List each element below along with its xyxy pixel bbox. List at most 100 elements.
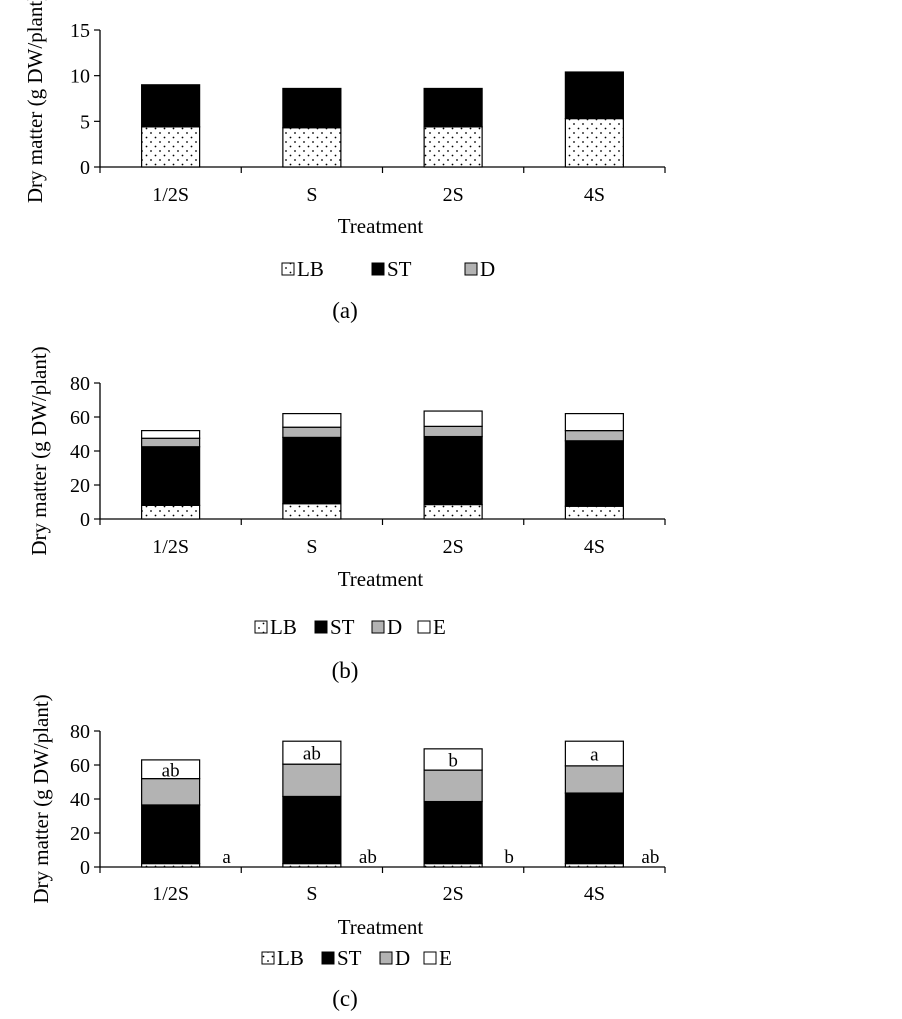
y-tick-label: 0 xyxy=(80,857,90,879)
legend-swatch-d xyxy=(379,951,393,965)
bar-segment-e-4S xyxy=(564,740,624,767)
legend-label-d: D xyxy=(395,946,410,970)
annotation-letter-side: a xyxy=(222,847,231,868)
bar-segment-e-S xyxy=(282,740,342,765)
y-axis-title: Dry matter (g DW/plant) xyxy=(23,0,47,203)
x-tick-label: 1/2S xyxy=(152,536,189,558)
bar-segment-e-1/2S xyxy=(141,430,201,439)
legend-swatch-st xyxy=(371,262,385,276)
legend-swatch-lb xyxy=(281,262,295,276)
y-tick-label: 15 xyxy=(70,20,90,42)
panel-2: 0 20 40 60 80 1/2S S 2S 4S Treatment Dry matter (g… xyxy=(27,346,666,683)
bar-segment-lb-1/2S xyxy=(141,126,201,168)
annotation-letter-side: b xyxy=(504,847,514,868)
bar-segment-st-1/2S xyxy=(141,84,201,128)
bar-segment-lb-2S xyxy=(423,126,483,168)
bar-segment-d-1/2S xyxy=(141,777,201,806)
bar-segment-st-2S xyxy=(423,87,483,128)
bar-segment-st-S xyxy=(282,436,342,505)
panel-label: (b) xyxy=(332,658,359,683)
x-axis-title: Treatment xyxy=(338,567,424,591)
y-tick-label: 40 xyxy=(70,789,90,811)
bar-segment-st-2S xyxy=(423,435,483,506)
x-tick-label: 1/2S xyxy=(152,883,189,905)
legend-swatch-lb xyxy=(261,951,275,965)
legend-swatch-e xyxy=(417,620,431,634)
bar-segment-e-2S xyxy=(423,410,483,427)
bar-segment-d-1/2S xyxy=(141,437,201,448)
bar-segment-lb-S xyxy=(282,503,342,520)
x-axis-title: Treatment xyxy=(338,214,424,238)
legend-label-lb: LB xyxy=(277,946,304,970)
x-tick-label: S xyxy=(306,883,317,905)
bar-segment-e-4S xyxy=(564,413,624,432)
y-axis-title: Dry matter (g DW/plant) xyxy=(29,694,53,903)
y-tick-label: 80 xyxy=(70,373,90,395)
y-tick-label: 80 xyxy=(70,721,90,743)
bar-segment-d-2S xyxy=(423,769,483,803)
legend-label-st: ST xyxy=(337,946,362,970)
annotation-letter-top: ab xyxy=(162,760,180,781)
y-tick-label: 10 xyxy=(70,66,90,88)
bar-segment-d-S xyxy=(282,763,342,798)
bar-segment-lb-4S xyxy=(564,505,624,520)
x-tick-label: 4S xyxy=(584,883,605,905)
legend-label-e: E xyxy=(439,946,452,970)
panel-3: 0 20 40 60 80 1/2S ab a Sab ab 2S b b 4S a ab Treatment D… xyxy=(29,694,666,1011)
panel-1: 0 5 10 15 1/2S S 2S 4S Treatment Dry matter (g DW… xyxy=(23,0,666,323)
legend-label-lb: LB xyxy=(270,615,297,639)
legend-swatch-d xyxy=(464,262,478,276)
annotation-letter-top: a xyxy=(590,745,599,766)
bar-segment-lb-2S xyxy=(423,503,483,520)
bar-segment-st-4S xyxy=(564,792,624,865)
legend-label-st: ST xyxy=(330,615,355,639)
annotation-letter-side: ab xyxy=(641,847,659,868)
legend-label-st: ST xyxy=(387,257,412,281)
bar-segment-d-S xyxy=(282,426,342,439)
legend-swatch-e xyxy=(423,951,437,965)
bar-segment-lb-4S xyxy=(564,117,624,168)
y-tick-label: 5 xyxy=(80,111,90,133)
legend-swatch-d xyxy=(371,620,385,634)
x-tick-label: 4S xyxy=(584,184,605,206)
bar-segment-d-4S xyxy=(564,765,624,794)
x-tick-label: 1/2S xyxy=(152,184,189,206)
legend-swatch-lb xyxy=(254,620,268,634)
y-axis-title: Dry matter (g DW/plant) xyxy=(27,346,51,555)
y-tick-label: 0 xyxy=(80,157,90,179)
x-axis-title: Treatment xyxy=(338,915,424,939)
x-tick-label: S xyxy=(306,184,317,206)
legend-swatch-st xyxy=(321,951,335,965)
annotation-letter-top: b xyxy=(448,750,458,771)
bar-segment-st-4S xyxy=(564,440,624,507)
bar-segment-d-4S xyxy=(564,430,624,442)
legend-label-e: E xyxy=(433,615,446,639)
annotation-letter-side: ab xyxy=(359,847,377,868)
bar-segment-lb-S xyxy=(282,127,342,168)
y-tick-label: 20 xyxy=(70,475,90,497)
annotation-letter-top: ab xyxy=(303,744,321,765)
bar-segment-e-1/2S xyxy=(141,759,201,780)
legend-label-d: D xyxy=(480,257,495,281)
bar-segment-st-4S xyxy=(564,71,624,120)
panel-label: (c) xyxy=(332,986,358,1011)
bar-segment-d-2S xyxy=(423,425,483,438)
legend-label-d: D xyxy=(387,615,402,639)
x-tick-label: 2S xyxy=(443,536,464,558)
bar-segment-st-S xyxy=(282,795,342,865)
x-tick-label: S xyxy=(306,536,317,558)
x-tick-label: 2S xyxy=(443,883,464,905)
legend-swatch-st xyxy=(314,620,328,634)
x-tick-label: 4S xyxy=(584,536,605,558)
bar-segment-st-1/2S xyxy=(141,446,201,507)
bar-segment-e-S xyxy=(282,413,342,428)
legend-label-lb: LB xyxy=(297,257,324,281)
y-tick-label: 20 xyxy=(70,823,90,845)
bar-segment-st-1/2S xyxy=(141,804,201,865)
y-tick-label: 40 xyxy=(70,441,90,463)
panel-label: (a) xyxy=(332,298,358,323)
bar-segment-st-S xyxy=(282,87,342,129)
y-tick-label: 0 xyxy=(80,509,90,531)
y-tick-label: 60 xyxy=(70,407,90,429)
